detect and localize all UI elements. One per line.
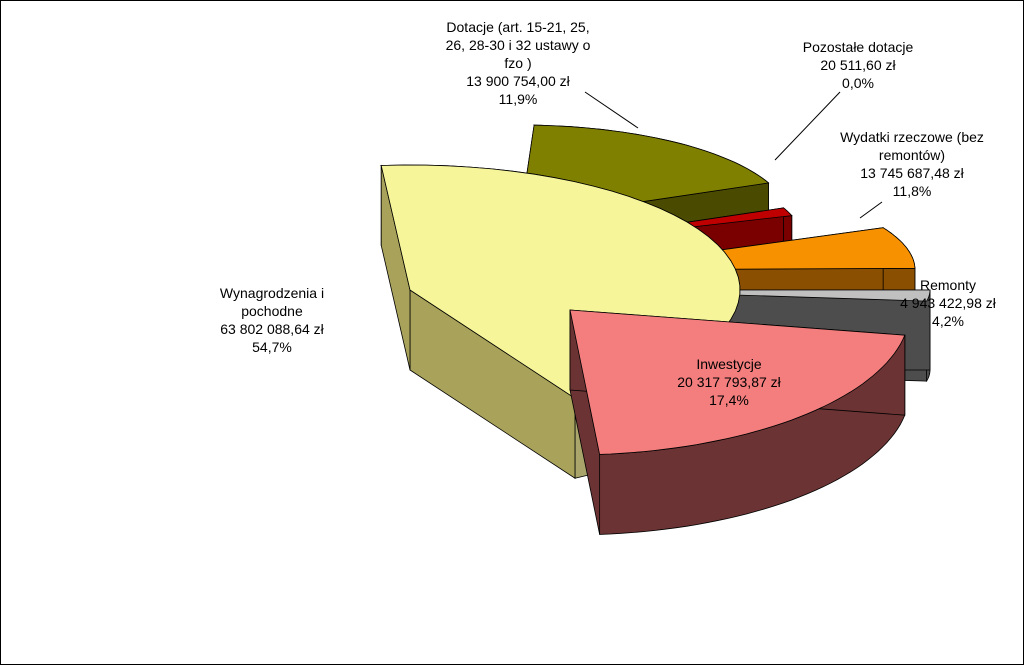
data-label-line: 4 943 422,98 zł	[900, 295, 997, 311]
data-label-line: 17,4%	[709, 392, 749, 408]
data-label-line: Inwestycje	[696, 356, 762, 372]
data-label-line: 26, 28-30 i 32 ustawy o	[446, 37, 591, 53]
data-label-line: 54,7%	[252, 339, 292, 355]
data-label-line: Pozostałe dotacje	[803, 39, 914, 55]
leader-line	[859, 201, 883, 219]
data-label-poz: Pozostałe dotacje 20 511,60 zł 0,0%	[803, 39, 914, 91]
data-label-line: 13 745 687,48 zł	[860, 165, 964, 181]
data-label-line: remontów)	[879, 147, 945, 163]
leader-line	[584, 91, 639, 129]
data-label-line: 4,2%	[932, 313, 964, 329]
data-label-line: Dotacje (art. 15-21, 25,	[446, 19, 589, 35]
data-label-inw: Inwestycje 20 317 793,87 zł 17,4%	[677, 356, 781, 408]
data-label-line: 11,9%	[499, 91, 538, 107]
data-label-line: Wynagrodzenia i	[220, 285, 324, 301]
data-label-line: pochodne	[241, 303, 303, 319]
data-label-wyn: Wynagrodzenia i pochodne 63 802 088,64 zł 5…	[220, 285, 325, 355]
data-label-line: Wydatki rzeczowe (bez	[840, 129, 984, 145]
data-label-line: 0,0%	[842, 75, 874, 91]
data-label-wyd: Wydatki rzeczowe (bez remontów) 13 745 687…	[840, 129, 984, 199]
data-label-line: 20 511,60 zł	[820, 57, 896, 73]
data-label-line: fzo )	[504, 55, 531, 71]
leader-line	[774, 91, 841, 161]
data-label-line: 63 802 088,64 zł	[220, 321, 324, 337]
data-label-dot: Dotacje (art. 15-21, 25, 26, 28-30 i 32 u…	[446, 19, 591, 107]
data-label-line: 20 317 793,87 zł	[677, 374, 781, 390]
pie-slice-inw	[569, 309, 906, 535]
data-label-line: 13 900 754,00 zł	[466, 73, 570, 89]
data-label-line: Remonty	[920, 277, 976, 293]
data-label-line: 11,8%	[893, 183, 932, 199]
data-label-rem: Remonty 4 943 422,98 zł 4,2%	[900, 277, 997, 329]
pie-slice-top	[569, 309, 906, 455]
